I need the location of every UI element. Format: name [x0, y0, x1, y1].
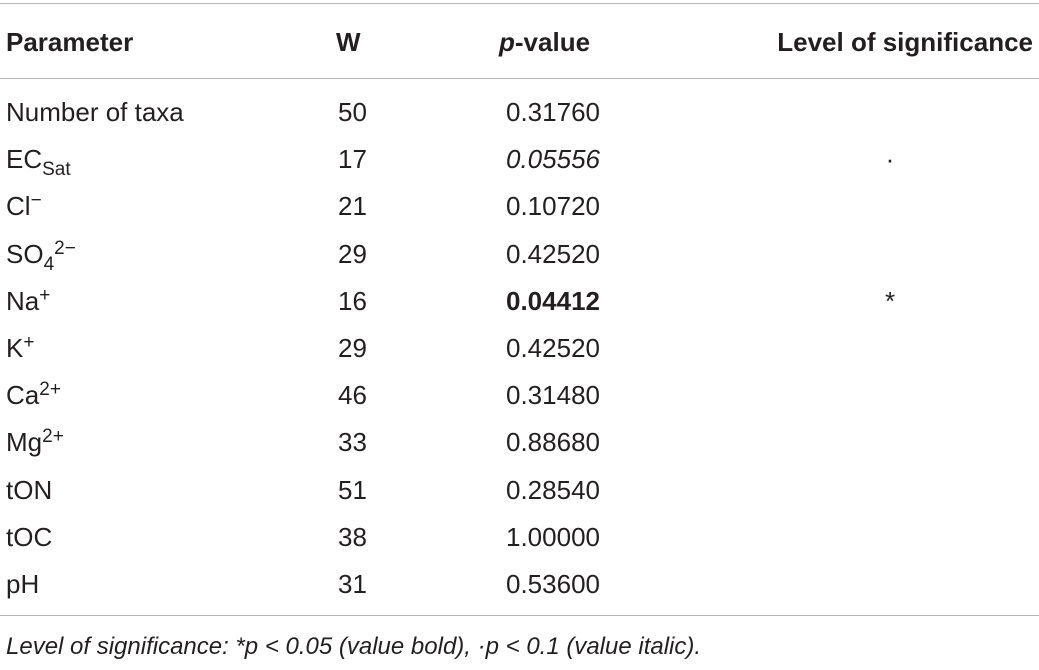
table-header-rule — [0, 78, 1039, 79]
header-p-suffix: -value — [514, 27, 591, 57]
cell-parameter: Na+ — [6, 281, 50, 321]
cell-significance: · — [885, 144, 895, 175]
parameter-superscript: + — [23, 332, 35, 353]
table-row: Cl− 21 0.10720 — [0, 186, 1039, 226]
cell-significance: * — [884, 285, 896, 316]
cell-parameter: Mg2+ — [6, 422, 64, 462]
header-p-letter: p — [499, 27, 515, 57]
table-row: Na+ 16 0.04412 * — [0, 281, 1039, 321]
cell-w: 29 — [338, 333, 367, 363]
cell-p-value: 0.05556 — [506, 144, 600, 175]
parameter-superscript: + — [39, 284, 51, 306]
cell-parameter: K+ — [6, 328, 34, 368]
cell-parameter: SO42− — [6, 234, 76, 274]
parameter-name: SO — [6, 238, 44, 269]
parameter-subscript: 4 — [43, 253, 55, 275]
table-row: ECSat 17 0.05556 · — [0, 139, 1039, 179]
parameter-superscript: 2+ — [42, 426, 64, 448]
cell-p-value: 0.10720 — [506, 191, 600, 222]
header-parameter: Parameter — [6, 27, 134, 57]
cell-p-value: 0.42520 — [506, 238, 600, 269]
cell-parameter: tON — [6, 470, 52, 510]
parameter-name: Na — [6, 285, 40, 316]
table-top-rule — [0, 3, 1039, 4]
parameter-name: K — [6, 333, 24, 363]
cell-w: 16 — [338, 285, 367, 316]
cell-p-value: 0.31760 — [506, 97, 600, 127]
parameter-name: pH — [6, 569, 40, 599]
cell-parameter: Number of taxa — [6, 92, 184, 132]
cell-w: 17 — [338, 144, 367, 175]
parameter-name: Number of taxa — [6, 97, 184, 127]
cell-w: 50 — [338, 97, 367, 127]
cell-parameter: Cl− — [6, 186, 42, 226]
parameter-name: Cl — [6, 191, 31, 222]
cell-w: 51 — [338, 474, 367, 505]
cell-p-value: 1.00000 — [506, 521, 600, 552]
cell-w: 31 — [338, 569, 367, 599]
cell-parameter: Ca2+ — [6, 375, 61, 415]
table-row: Mg2+ 33 0.88680 — [0, 422, 1039, 462]
cell-parameter: tOC — [6, 517, 52, 557]
cell-parameter: ECSat — [6, 139, 71, 179]
table-row: pH 31 0.53600 — [0, 564, 1039, 604]
parameter-subscript: Sat — [42, 159, 71, 181]
parameter-name: Ca — [6, 380, 40, 411]
parameter-superscript: 2+ — [39, 379, 61, 401]
table-bottom-rule — [0, 615, 1039, 616]
cell-w: 38 — [338, 521, 367, 552]
cell-p-value: 0.88680 — [506, 427, 600, 458]
header-p-value: p-value — [499, 22, 590, 62]
cell-parameter: pH — [6, 564, 39, 604]
cell-p-value: 0.28540 — [506, 474, 600, 505]
table-header-row: Parameter W p-value Level of significanc… — [0, 22, 1039, 62]
table-footnote: Level of significance: *p < 0.05 (value … — [6, 633, 702, 660]
parameter-name: tOC — [6, 521, 53, 552]
table-row: SO42− 29 0.42520 — [0, 234, 1039, 274]
cell-p-value: 0.53600 — [506, 569, 600, 599]
cell-w: 29 — [338, 238, 367, 269]
header-significance: Level of significance — [777, 27, 1033, 57]
header-w: W — [336, 27, 361, 57]
cell-w: 21 — [338, 191, 367, 222]
cell-p-value: 0.42520 — [506, 333, 600, 363]
parameter-name: EC — [6, 144, 43, 175]
table-row: K+ 29 0.42520 — [0, 328, 1039, 368]
parameter-name: Mg — [6, 427, 43, 458]
cell-w: 46 — [338, 380, 367, 411]
cell-w: 33 — [338, 427, 367, 458]
table-row: tON 51 0.28540 — [0, 470, 1039, 510]
table-row: Number of taxa 50 0.31760 — [0, 92, 1039, 132]
parameter-superscript: 2− — [54, 237, 76, 259]
table-row: Ca2+ 46 0.31480 — [0, 375, 1039, 415]
cell-p-value: 0.31480 — [506, 380, 600, 411]
parameter-name: tON — [6, 474, 53, 505]
cell-p-value: 0.04412 — [506, 285, 600, 316]
parameter-superscript: − — [30, 190, 42, 212]
table-row: tOC 38 1.00000 — [0, 517, 1039, 557]
